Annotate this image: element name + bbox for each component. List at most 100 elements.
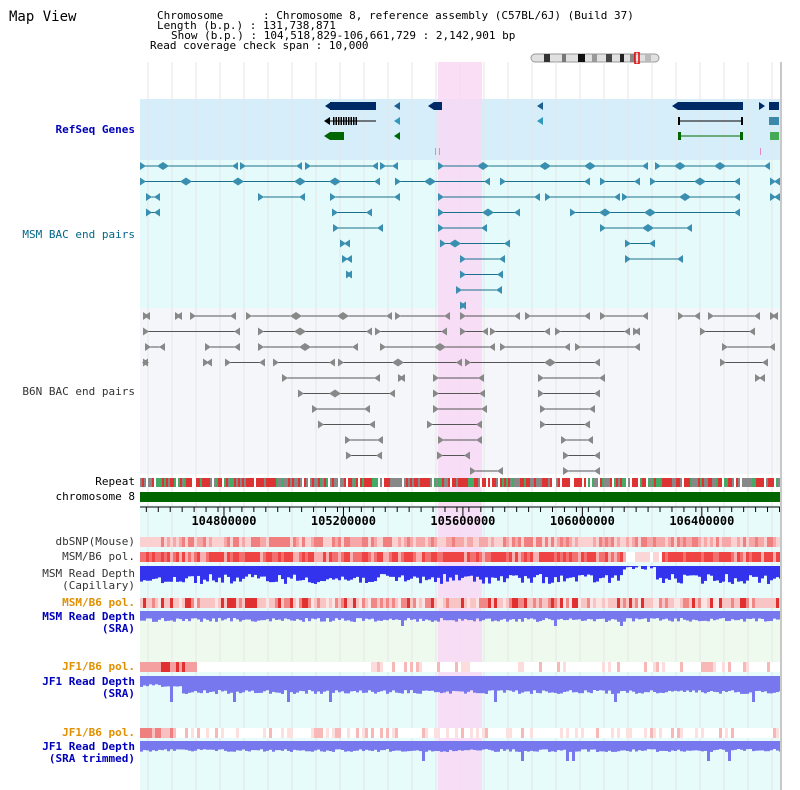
jf1-pol-mark xyxy=(623,662,626,672)
jf1-sra-depth-bar xyxy=(257,676,260,693)
msm-cap-depth-bar xyxy=(263,566,266,577)
dbsnp-mark xyxy=(704,537,707,547)
jf1-sra-depth-bar xyxy=(599,676,602,691)
jf1-pol2-mark xyxy=(398,728,401,738)
msm-sra-depth-bar xyxy=(668,611,671,621)
msm-pair-end xyxy=(674,162,680,170)
jf1-pol-mark xyxy=(542,662,545,672)
msm-sra-depth-bar xyxy=(257,611,260,621)
jf1-trim-depth-bar xyxy=(575,741,578,752)
dbsnp-mark xyxy=(251,537,254,547)
repeat-mark xyxy=(178,478,180,487)
msm-cap-depth-bar xyxy=(353,566,356,579)
msm-pol-mark xyxy=(761,552,764,562)
b6n-pair-end xyxy=(366,327,372,336)
msm-pair-end xyxy=(154,208,160,217)
jf1-sra-depth-bar xyxy=(632,676,635,692)
jf1-pol-mark xyxy=(551,662,554,672)
msm-cap-depth-bar xyxy=(281,566,284,580)
msm-cap-depth-bar xyxy=(677,566,680,583)
msm-pol-mark xyxy=(356,552,359,562)
msm-sra-depth-bar xyxy=(701,611,704,621)
msm-pair-end xyxy=(774,193,780,201)
msm-cap-depth-bar xyxy=(770,566,773,581)
jf1-pol2-mark xyxy=(191,728,194,738)
b6n-pair-end xyxy=(380,343,386,351)
jf1-trim-depth-bar xyxy=(347,741,350,752)
jf1-sra-depth-bar xyxy=(200,676,203,694)
msm-sra-depth-bar xyxy=(356,611,359,619)
jf1-pol2-mark xyxy=(242,728,245,738)
msm-sra-depth-bar xyxy=(599,611,602,619)
repeat-mark xyxy=(412,478,414,487)
jf1-sra-depth-bar xyxy=(299,676,302,691)
jf1-pol-mark xyxy=(395,662,398,672)
msm-pol-mark xyxy=(566,552,569,562)
jf1-pol-mark xyxy=(272,662,275,672)
msm-sra-depth-bar xyxy=(479,611,482,622)
dbsnp-mark xyxy=(263,537,266,547)
repeat-mark xyxy=(278,478,280,487)
jf1-sra-depth-bar xyxy=(608,676,611,691)
jf1-sra-depth-bar xyxy=(464,676,467,694)
jf1-sra-depth-bar xyxy=(689,676,692,693)
msm-sra-depth-bar xyxy=(473,611,476,622)
msm-cap-depth-bar xyxy=(245,566,248,577)
msm-sra-depth-bar xyxy=(251,611,254,622)
jf1-pol2-mark xyxy=(158,728,161,738)
jf1-trim-depth-bar xyxy=(332,741,335,752)
gene-exon xyxy=(343,117,345,125)
msm-sra-depth-bar xyxy=(368,611,371,620)
jf1-trim-depth-bar xyxy=(551,741,554,752)
dbsnp-mark xyxy=(437,537,440,547)
dbsnp-mark xyxy=(710,537,713,547)
repeat-mark xyxy=(294,478,296,487)
dbsnp-mark xyxy=(647,537,650,547)
jf1-pol2-mark xyxy=(593,728,596,738)
jf1-trim-depth-bar xyxy=(176,741,179,750)
msm-pol2-mark xyxy=(422,598,425,608)
msm-pol2-mark xyxy=(569,598,572,608)
jf1-trim-depth-bar xyxy=(641,741,644,751)
repeat-mark xyxy=(200,478,202,487)
msm-pair-end xyxy=(622,193,628,201)
msm-pol-mark xyxy=(551,552,554,562)
repeat-mark xyxy=(478,478,480,487)
jf1-pol-mark xyxy=(527,662,530,672)
msm-cap-depth-bar xyxy=(470,566,473,576)
msm-sra-depth-bar xyxy=(278,611,281,620)
msm-pol-mark xyxy=(689,552,692,562)
b6n-pair-end xyxy=(225,358,231,367)
msm-pol2-mark xyxy=(581,598,584,608)
msm-pair-end xyxy=(679,193,685,201)
repeat-mark xyxy=(688,478,690,487)
repeat-mark xyxy=(258,478,260,487)
dbsnp-mark xyxy=(518,537,521,547)
gene-exon xyxy=(335,117,337,125)
jf1-trim-depth-bar xyxy=(218,741,221,750)
msm-sra-depth-bar xyxy=(401,611,404,626)
jf1-trim-depth-bar xyxy=(671,741,674,751)
msm-pol-mark xyxy=(704,552,707,562)
jf1-pol2-mark xyxy=(464,728,467,738)
msm-pol-mark xyxy=(536,552,539,562)
repeat-mark xyxy=(284,478,286,487)
b6n-bac-label: B6N BAC end pairs xyxy=(22,385,135,398)
dbsnp-mark xyxy=(344,537,347,547)
msm-cap-depth-bar xyxy=(452,566,455,581)
msm-pol2-mark xyxy=(698,598,701,608)
jf1-pol2-mark xyxy=(635,728,638,738)
jf1-sra-depth-bar xyxy=(656,676,659,694)
jf1-pol2-mark xyxy=(773,728,776,738)
repeat-mark xyxy=(526,478,528,487)
b6n-pair-end xyxy=(587,436,593,444)
msm-cap-depth-bar xyxy=(476,566,479,577)
b6n-pair-end xyxy=(352,343,358,351)
msm-sra-depth-bar xyxy=(413,611,416,620)
msm-sra-depth-bar xyxy=(722,611,725,619)
repeat-mark xyxy=(698,478,700,487)
msm-pair-end xyxy=(545,193,551,201)
jf1-pol2-mark xyxy=(458,728,461,738)
chromosome-ideogram[interactable] xyxy=(530,52,660,64)
